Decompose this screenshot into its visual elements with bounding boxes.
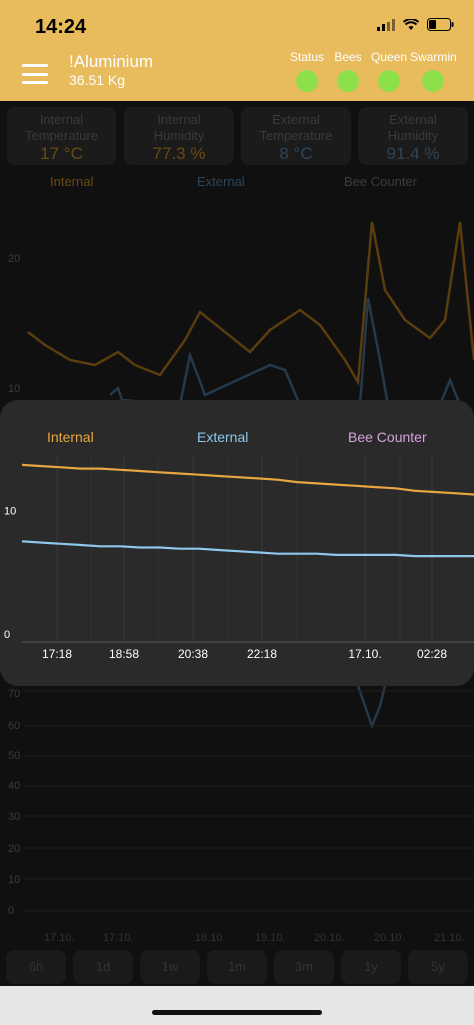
card-title: Internal Humidity	[124, 107, 234, 144]
bg-date-label: 20.10.	[314, 932, 345, 944]
bottom-bar	[0, 986, 474, 1025]
indicator-label: Swarming	[410, 50, 456, 64]
bg-date-label: 21.10.	[434, 932, 465, 944]
legend-entry[interactable]: Bee Counter	[348, 429, 427, 445]
series-line	[22, 541, 474, 556]
bg-legend-bee-counter: Bee Counter	[344, 174, 417, 189]
card-internal-temperature: Internal Temperature 17 °C	[7, 107, 116, 165]
x-tick-label: 17.10.	[348, 647, 381, 661]
x-tick-label: 18:58	[109, 647, 139, 661]
bg-y-label: 40	[8, 780, 20, 792]
bg-date-label: 17.10.	[103, 932, 134, 944]
bg-chart-lower	[0, 686, 474, 931]
card-value: 77.3 %	[124, 144, 234, 164]
battery-icon	[427, 18, 454, 31]
indicator-swarming[interactable]: Swarming	[410, 50, 456, 92]
bg-date-label: 17.10.	[44, 932, 75, 944]
bg-date-label: 20.10.	[374, 932, 405, 944]
indicator-bees[interactable]: Bees	[323, 50, 373, 92]
card-value: 91.4 %	[358, 144, 468, 164]
legend-entry[interactable]: External	[197, 429, 248, 445]
x-tick-label: 02:28	[417, 647, 447, 661]
bg-y-label: 60	[8, 720, 20, 732]
status-dot	[296, 70, 318, 92]
range-button-1w[interactable]: 1w	[140, 950, 200, 984]
y-tick-label: 0	[4, 629, 10, 641]
bg-y-label: 50	[8, 750, 20, 762]
card-external-temperature: External Temperature 8 °C	[241, 107, 351, 165]
bg-y-label: 0	[8, 905, 14, 917]
indicator-label: Bees	[323, 50, 373, 64]
status-dot	[422, 70, 444, 92]
bg-y-label: 30	[8, 811, 20, 823]
range-button-1m[interactable]: 1m	[207, 950, 267, 984]
popup-chart: Internal External Bee Counter 17:18 18:58 20:…	[0, 400, 474, 686]
signal-icon	[377, 19, 395, 31]
card-external-humidity: External Humidity 91.4 %	[358, 107, 468, 165]
y-tick-label: 10	[4, 506, 16, 518]
status-icons	[377, 18, 454, 31]
card-value: 17 °C	[7, 144, 116, 164]
x-tick-label: 22:18	[247, 647, 277, 661]
range-button-1y[interactable]: 1y	[341, 950, 401, 984]
indicator-label: Queen	[367, 50, 411, 64]
bg-legend-external: External	[197, 174, 245, 189]
series-line	[22, 465, 474, 495]
status-dot	[337, 70, 359, 92]
hive-weight: 36.51 Kg	[69, 72, 125, 88]
range-button-1d[interactable]: 1d	[73, 950, 133, 984]
range-button-3m[interactable]: 3m	[274, 950, 334, 984]
indicator-queen[interactable]: Queen	[367, 50, 411, 92]
bg-chart	[0, 195, 474, 405]
bg-legend-internal: Internal	[50, 174, 93, 189]
range-button-5y[interactable]: 5y	[408, 950, 468, 984]
bg-date-label: 19.10.	[255, 932, 286, 944]
status-dot	[378, 70, 400, 92]
indicator-group: Status Bees Queen Swarming	[282, 50, 472, 96]
bg-y-label: 20	[8, 253, 20, 265]
legend-entry[interactable]: Internal	[47, 429, 94, 445]
x-tick-label: 17:18	[42, 647, 72, 661]
card-value: 8 °C	[241, 144, 351, 164]
x-tick-label: 20:38	[178, 647, 208, 661]
app-header: 14:24 !Aluminium 36.51 Kg Status	[0, 0, 474, 101]
clock: 14:24	[35, 16, 86, 39]
menu-icon[interactable]	[22, 64, 48, 84]
card-title: External Temperature	[241, 107, 351, 144]
chart-popup[interactable]: Internal External Bee Counter 17:18 18:58 20:…	[0, 400, 474, 686]
wifi-icon	[403, 19, 419, 31]
bg-date-label: 18.10.	[195, 932, 226, 944]
range-button-6h[interactable]: 6h	[6, 950, 66, 984]
bg-y-label: 10	[8, 383, 20, 395]
status-bar: 14:24	[0, 0, 474, 50]
card-title: Internal Temperature	[7, 107, 116, 144]
home-indicator[interactable]	[152, 1010, 322, 1015]
bg-y-label: 10	[8, 874, 20, 886]
bg-y-label: 70	[8, 688, 20, 700]
card-internal-humidity: Internal Humidity 77.3 %	[124, 107, 234, 165]
card-title: External Humidity	[358, 107, 468, 144]
hive-name: !Aluminium	[69, 52, 153, 72]
bg-y-label: 20	[8, 843, 20, 855]
